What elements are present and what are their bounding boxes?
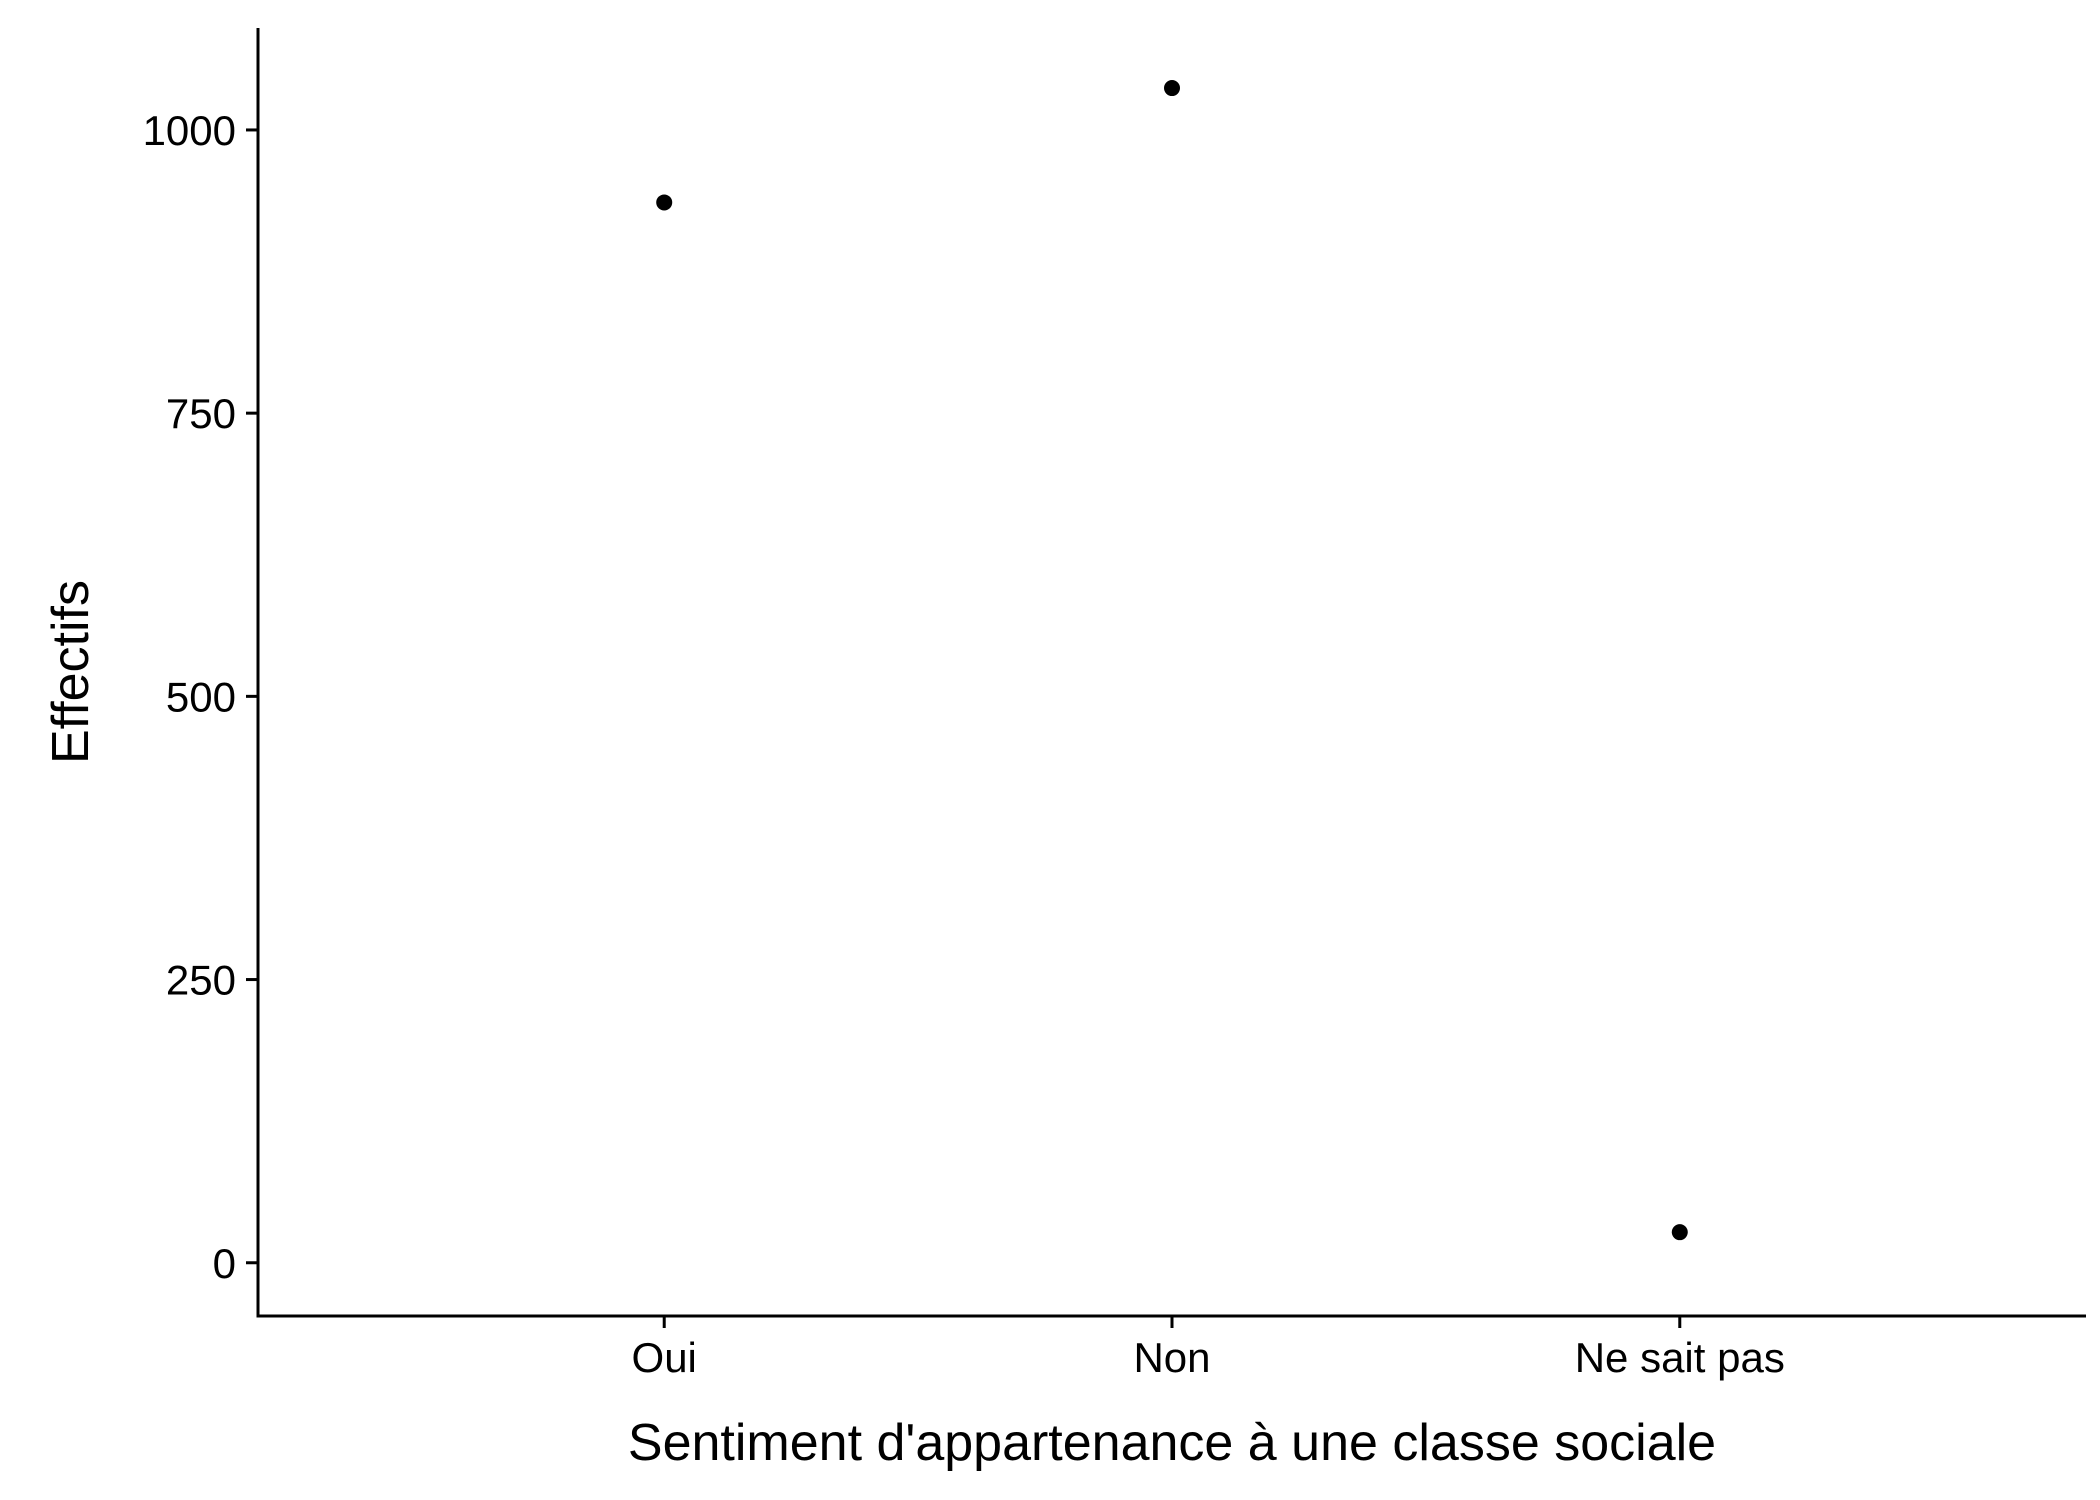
y-axis-title: Effectifs: [42, 580, 100, 764]
x-axis-ticks: Oui Non Ne sait pas: [632, 1316, 1785, 1381]
data-points: [656, 80, 1688, 1241]
data-point: [1671, 1224, 1688, 1241]
y-axis-ticks: 0 250 500 750 1000: [143, 107, 258, 1287]
y-tick-label: 750: [166, 390, 236, 437]
y-tick-label: 500: [166, 673, 236, 720]
y-tick-label: 0: [213, 1240, 236, 1287]
y-tick-label: 1000: [143, 107, 236, 154]
data-point: [656, 194, 673, 211]
y-tick-label: 250: [166, 957, 236, 1004]
x-tick-label: Ne sait pas: [1575, 1334, 1785, 1381]
x-axis-title: Sentiment d'appartenance à une classe so…: [628, 1414, 1716, 1472]
x-tick-label: Oui: [632, 1334, 697, 1381]
x-tick-label: Non: [1133, 1334, 1210, 1381]
data-point: [1164, 80, 1180, 97]
